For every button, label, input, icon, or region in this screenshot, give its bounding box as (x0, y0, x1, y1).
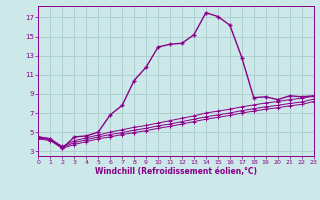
X-axis label: Windchill (Refroidissement éolien,°C): Windchill (Refroidissement éolien,°C) (95, 167, 257, 176)
